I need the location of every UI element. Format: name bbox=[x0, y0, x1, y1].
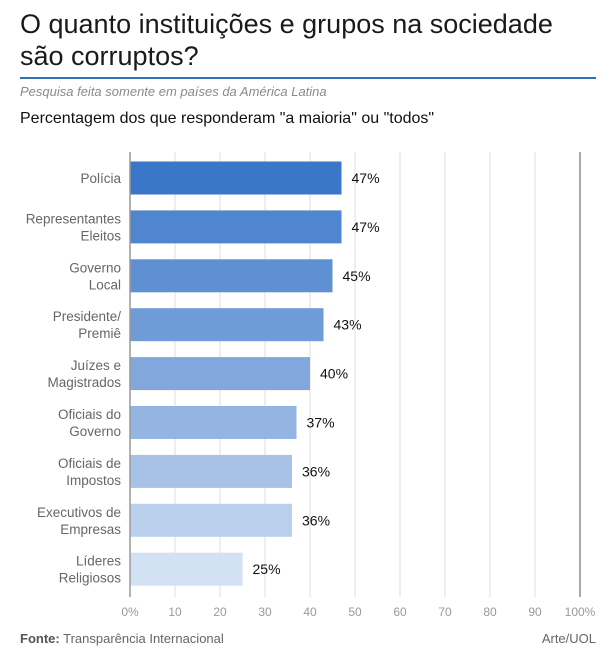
bar bbox=[130, 210, 342, 244]
data-label: 37% bbox=[307, 415, 335, 431]
category-label: Oficiais do bbox=[58, 407, 121, 422]
category-label: Religiosos bbox=[59, 571, 122, 586]
bar bbox=[130, 503, 292, 537]
bar bbox=[130, 454, 292, 488]
category-label: Eleitos bbox=[80, 228, 121, 243]
tick-label: 30 bbox=[258, 605, 272, 619]
tick-label: 20 bbox=[213, 605, 227, 619]
data-label: 43% bbox=[334, 317, 362, 333]
category-label: Impostos bbox=[66, 473, 121, 488]
bar-chart: 47% Polícia 47% Representantes Eleitos 45% Gov… bbox=[26, 152, 596, 619]
tick-label: 70 bbox=[438, 605, 452, 619]
category-label: Magistrados bbox=[47, 375, 121, 390]
footer: Fonte: Transparência Internacional Arte/… bbox=[20, 631, 596, 646]
bar bbox=[130, 552, 243, 586]
data-label: 36% bbox=[302, 512, 330, 528]
tick-label: 80 bbox=[483, 605, 497, 619]
chart-title: O quanto instituições e grupos na socied… bbox=[20, 9, 553, 71]
bar bbox=[130, 406, 297, 439]
category-label: Governo bbox=[69, 260, 121, 275]
tick-label: 90 bbox=[528, 605, 542, 619]
data-label: 47% bbox=[352, 170, 380, 186]
bar bbox=[130, 357, 310, 391]
category-label: Oficiais de bbox=[58, 456, 121, 471]
tick-label: 50 bbox=[348, 605, 362, 619]
source-label: Fonte: bbox=[20, 631, 60, 646]
category-label: Juízes e bbox=[71, 358, 121, 373]
credit: Arte/UOL bbox=[541, 631, 596, 646]
data-label: 40% bbox=[320, 366, 348, 382]
source-text: Transparência Internacional bbox=[63, 631, 224, 646]
tick-label: 60 bbox=[393, 605, 407, 619]
data-label: 45% bbox=[343, 268, 371, 284]
category-label: Executivos de bbox=[37, 505, 121, 520]
tick-label: 40 bbox=[303, 605, 317, 619]
category-label: Presidente/ bbox=[53, 309, 122, 324]
category-label: Empresas bbox=[60, 522, 121, 537]
bar bbox=[130, 161, 342, 195]
data-label: 47% bbox=[352, 219, 380, 235]
chart-heading: Percentagem dos que responderam "a maior… bbox=[20, 110, 435, 127]
category-label: Governo bbox=[69, 424, 121, 439]
tick-label: 100% bbox=[565, 605, 596, 619]
category-label: Líderes bbox=[76, 554, 121, 569]
category-label: Local bbox=[89, 277, 121, 292]
category-label: Representantes bbox=[26, 211, 122, 226]
tick-label: 10 bbox=[168, 605, 182, 619]
chart-subtitle: Pesquisa feita somente em países da Amér… bbox=[20, 84, 327, 99]
category-label: Premiê bbox=[78, 326, 121, 341]
title-divider bbox=[20, 77, 596, 79]
category-label: Polícia bbox=[80, 171, 121, 186]
data-label: 25% bbox=[253, 561, 281, 577]
bar bbox=[130, 259, 333, 293]
bar bbox=[130, 308, 324, 342]
tick-label: 0% bbox=[121, 605, 139, 619]
data-label: 36% bbox=[302, 463, 330, 479]
